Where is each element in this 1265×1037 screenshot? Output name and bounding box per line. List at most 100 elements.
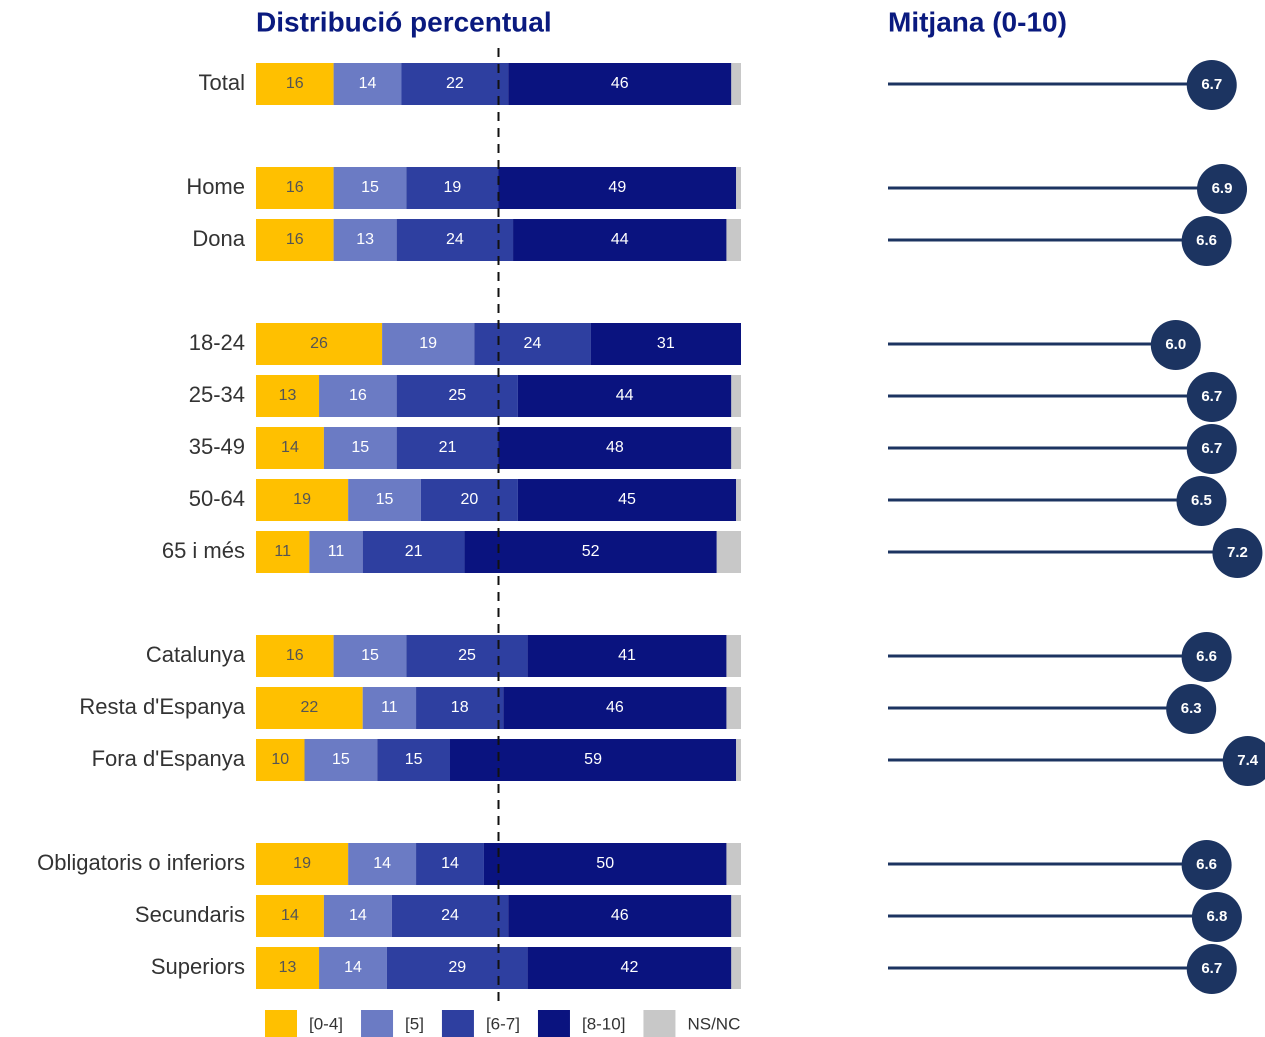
data-label: 7.2 [1227,544,1248,561]
bar-segment [590,323,741,365]
data-label: 14 [349,907,367,924]
data-label: 19 [293,855,311,872]
lollipop-dot [1166,684,1217,734]
data-label: 14 [359,75,377,92]
data-label: 6.5 [1191,492,1212,509]
data-label: 15 [376,491,394,508]
lollipop-dot [1176,476,1227,526]
bar-segment [508,895,732,937]
bar-segment [731,427,741,469]
bar-segment [333,635,407,677]
data-label: 16 [286,179,304,196]
data-label: 6.7 [1201,960,1222,977]
bar-segment [386,947,528,989]
data-label: 6.7 [1201,440,1222,457]
data-label: 26 [310,335,328,352]
data-label: 50 [596,855,614,872]
data-label: 10 [271,751,289,768]
bar-segment [416,843,484,885]
data-label: 24 [441,907,459,924]
chart-title: Distribució percentual [256,6,552,37]
bar-segment [323,895,392,937]
lollipop-dot [1150,320,1201,370]
bar-segment [256,843,349,885]
category-label: Fora d'Espanya [92,746,246,771]
bar-segment [527,947,732,989]
data-label: 16 [349,387,367,404]
bar-segment [731,63,741,105]
bar-segment [731,895,741,937]
legend-label: [0-4] [309,1014,343,1033]
data-label: 14 [441,855,459,872]
data-label: 15 [361,179,379,196]
bar-segment [736,167,741,209]
legend-swatch [441,1010,474,1037]
data-label: 42 [621,959,639,976]
legend-label: [8-10] [582,1014,625,1033]
data-label: 13 [279,959,297,976]
bar-segment [406,167,499,209]
data-label: 44 [616,387,634,404]
data-label: 11 [274,543,291,560]
data-label: 14 [373,855,391,872]
bar-segment [391,895,509,937]
category-label: Resta d'Espanya [79,694,245,719]
bar-segment [731,947,741,989]
data-label: 6.6 [1196,856,1217,873]
data-label: 46 [611,907,629,924]
data-label: 6.6 [1196,648,1217,665]
bar-segment [517,375,732,417]
legend-swatch [537,1010,570,1037]
data-label: 25 [458,647,476,664]
lollipop-dot [1186,944,1237,994]
legend-label: [5] [405,1014,424,1033]
bar-segment [362,687,417,729]
data-label: 49 [608,179,626,196]
bar-segment [731,375,741,417]
data-label: 21 [405,543,423,560]
data-label: 31 [657,335,675,352]
bar-segment [527,635,727,677]
category-label: Superiors [151,954,245,979]
data-label: 7.4 [1237,752,1259,769]
bar-segment [498,167,737,209]
data-label: 14 [281,439,299,456]
data-label: 18 [451,699,469,716]
bar-segment [256,687,363,729]
data-label: 6.6 [1196,232,1217,249]
bar-segment [309,531,363,573]
bar-segment [726,843,741,885]
bar-segment [420,479,518,521]
bar-segment [256,531,310,573]
data-label: 16 [286,231,304,248]
lollipop-dot [1181,840,1232,890]
bar-segment [736,479,741,521]
bar-segment [304,739,378,781]
category-label: 50-64 [189,486,245,511]
data-label: 11 [328,543,345,560]
lollipop-dot [1191,892,1242,942]
data-label: 21 [439,439,457,456]
bar-segment [256,375,320,417]
bar-segment [377,739,450,781]
data-label: 19 [419,335,437,352]
bar-segment [333,167,407,209]
lollipop-dot [1186,424,1237,474]
bar-segment [333,219,397,261]
category-label: 65 i més [162,538,245,563]
bar-segment [256,635,334,677]
bar-segment [319,947,387,989]
bar-segment [362,531,465,573]
bar-segment [382,323,475,365]
data-label: 6.8 [1206,908,1227,925]
data-label: 13 [356,231,374,248]
legend-label: [6-7] [486,1014,520,1033]
data-label: 16 [286,647,304,664]
data-label: 24 [524,335,542,352]
data-label: 20 [461,491,479,508]
bar-segment [348,843,417,885]
bar-segment [726,687,741,729]
category-label: Obligatoris o inferiors [37,850,245,875]
data-label: 14 [281,907,299,924]
data-label: 15 [351,439,369,456]
